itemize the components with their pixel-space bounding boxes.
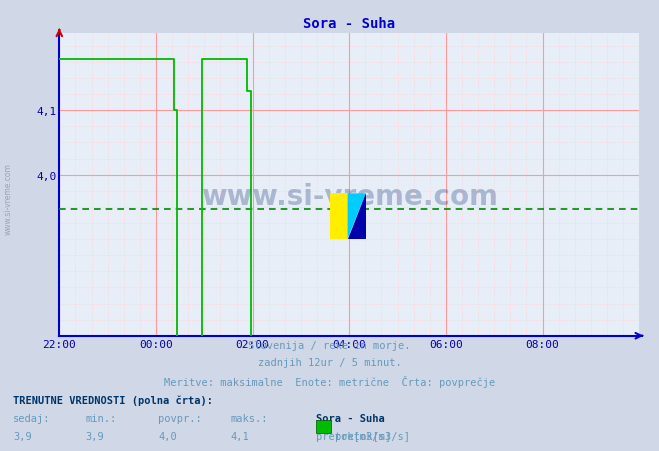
Polygon shape (348, 194, 366, 239)
Polygon shape (330, 194, 348, 239)
Text: pretok[m3/s]: pretok[m3/s] (316, 431, 391, 441)
Text: maks.:: maks.: (231, 413, 268, 423)
Text: pretok[m3/s]: pretok[m3/s] (335, 431, 410, 441)
Text: Meritve: maksimalne  Enote: metrične  Črta: povprečje: Meritve: maksimalne Enote: metrične Črta… (164, 375, 495, 387)
Text: www.si-vreme.com: www.si-vreme.com (4, 162, 13, 235)
Title: Sora - Suha: Sora - Suha (303, 17, 395, 31)
Polygon shape (348, 194, 366, 239)
Text: 4,1: 4,1 (231, 431, 249, 441)
Text: zadnjih 12ur / 5 minut.: zadnjih 12ur / 5 minut. (258, 358, 401, 368)
Text: povpr.:: povpr.: (158, 413, 202, 423)
Text: sedaj:: sedaj: (13, 413, 51, 423)
Text: 3,9: 3,9 (13, 431, 32, 441)
Text: Sora - Suha: Sora - Suha (316, 413, 385, 423)
Text: Slovenija / reke in morje.: Slovenija / reke in morje. (248, 341, 411, 350)
Text: 3,9: 3,9 (86, 431, 104, 441)
Text: www.si-vreme.com: www.si-vreme.com (201, 183, 498, 211)
Text: TRENUTNE VREDNOSTI (polna črta):: TRENUTNE VREDNOSTI (polna črta): (13, 395, 213, 405)
Text: min.:: min.: (86, 413, 117, 423)
Text: 4,0: 4,0 (158, 431, 177, 441)
